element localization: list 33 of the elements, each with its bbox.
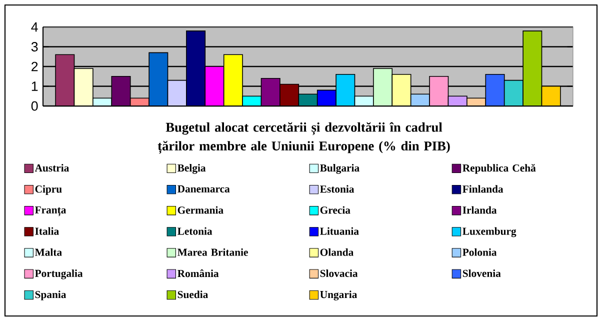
text: Bugetul alocat cercetării și dezvoltării în cadrul țărilor membre ale Uniunii Europene (% din PIB) <box>158 122 450 154</box>
y-tick-label: 0 <box>31 101 38 111</box>
legend-label: Spania <box>35 290 66 300</box>
legend-label: Cipru <box>35 185 62 195</box>
legend-label: Polonia <box>462 248 497 256</box>
legend-label: Belgia <box>177 164 206 174</box>
legend-label: Irlanda <box>462 206 497 214</box>
legend-label: Slovacia <box>320 270 358 278</box>
legend-label: Italia <box>35 227 59 235</box>
y-tick-label: 3 <box>31 42 38 52</box>
legend-label: Luxemburg <box>462 227 516 238</box>
legend-label: Olanda <box>320 248 354 256</box>
legend-label: Bulgaria <box>320 164 360 174</box>
legend-label: Malta <box>34 248 62 256</box>
legend-label: România <box>178 269 219 278</box>
legend-label: Letonia <box>178 227 212 235</box>
legend-label: Danemarca <box>178 185 230 192</box>
legend-label: Finlanda <box>462 185 504 193</box>
legend-label: Austria <box>34 164 69 172</box>
legend-label: Republica Cehă <box>462 164 536 174</box>
legend-label: Slovenia <box>462 270 501 278</box>
y-tick-label: 1 <box>32 82 38 91</box>
legend-label: Portugalia <box>34 270 83 280</box>
legend-label: Suedia <box>178 290 208 298</box>
legend-label: Estonia <box>320 185 354 193</box>
legend-label: Lituania <box>320 227 359 235</box>
legend-label: Franța <box>34 206 66 216</box>
legend-label: Grecia <box>320 206 350 214</box>
y-tick-label: 2 <box>32 62 38 72</box>
legend-label: Ungaria <box>320 290 358 300</box>
legend-label: Germania <box>178 206 224 214</box>
legend-label: Marea Britanie <box>178 248 248 256</box>
y-tick-label: 4 <box>31 22 38 32</box>
